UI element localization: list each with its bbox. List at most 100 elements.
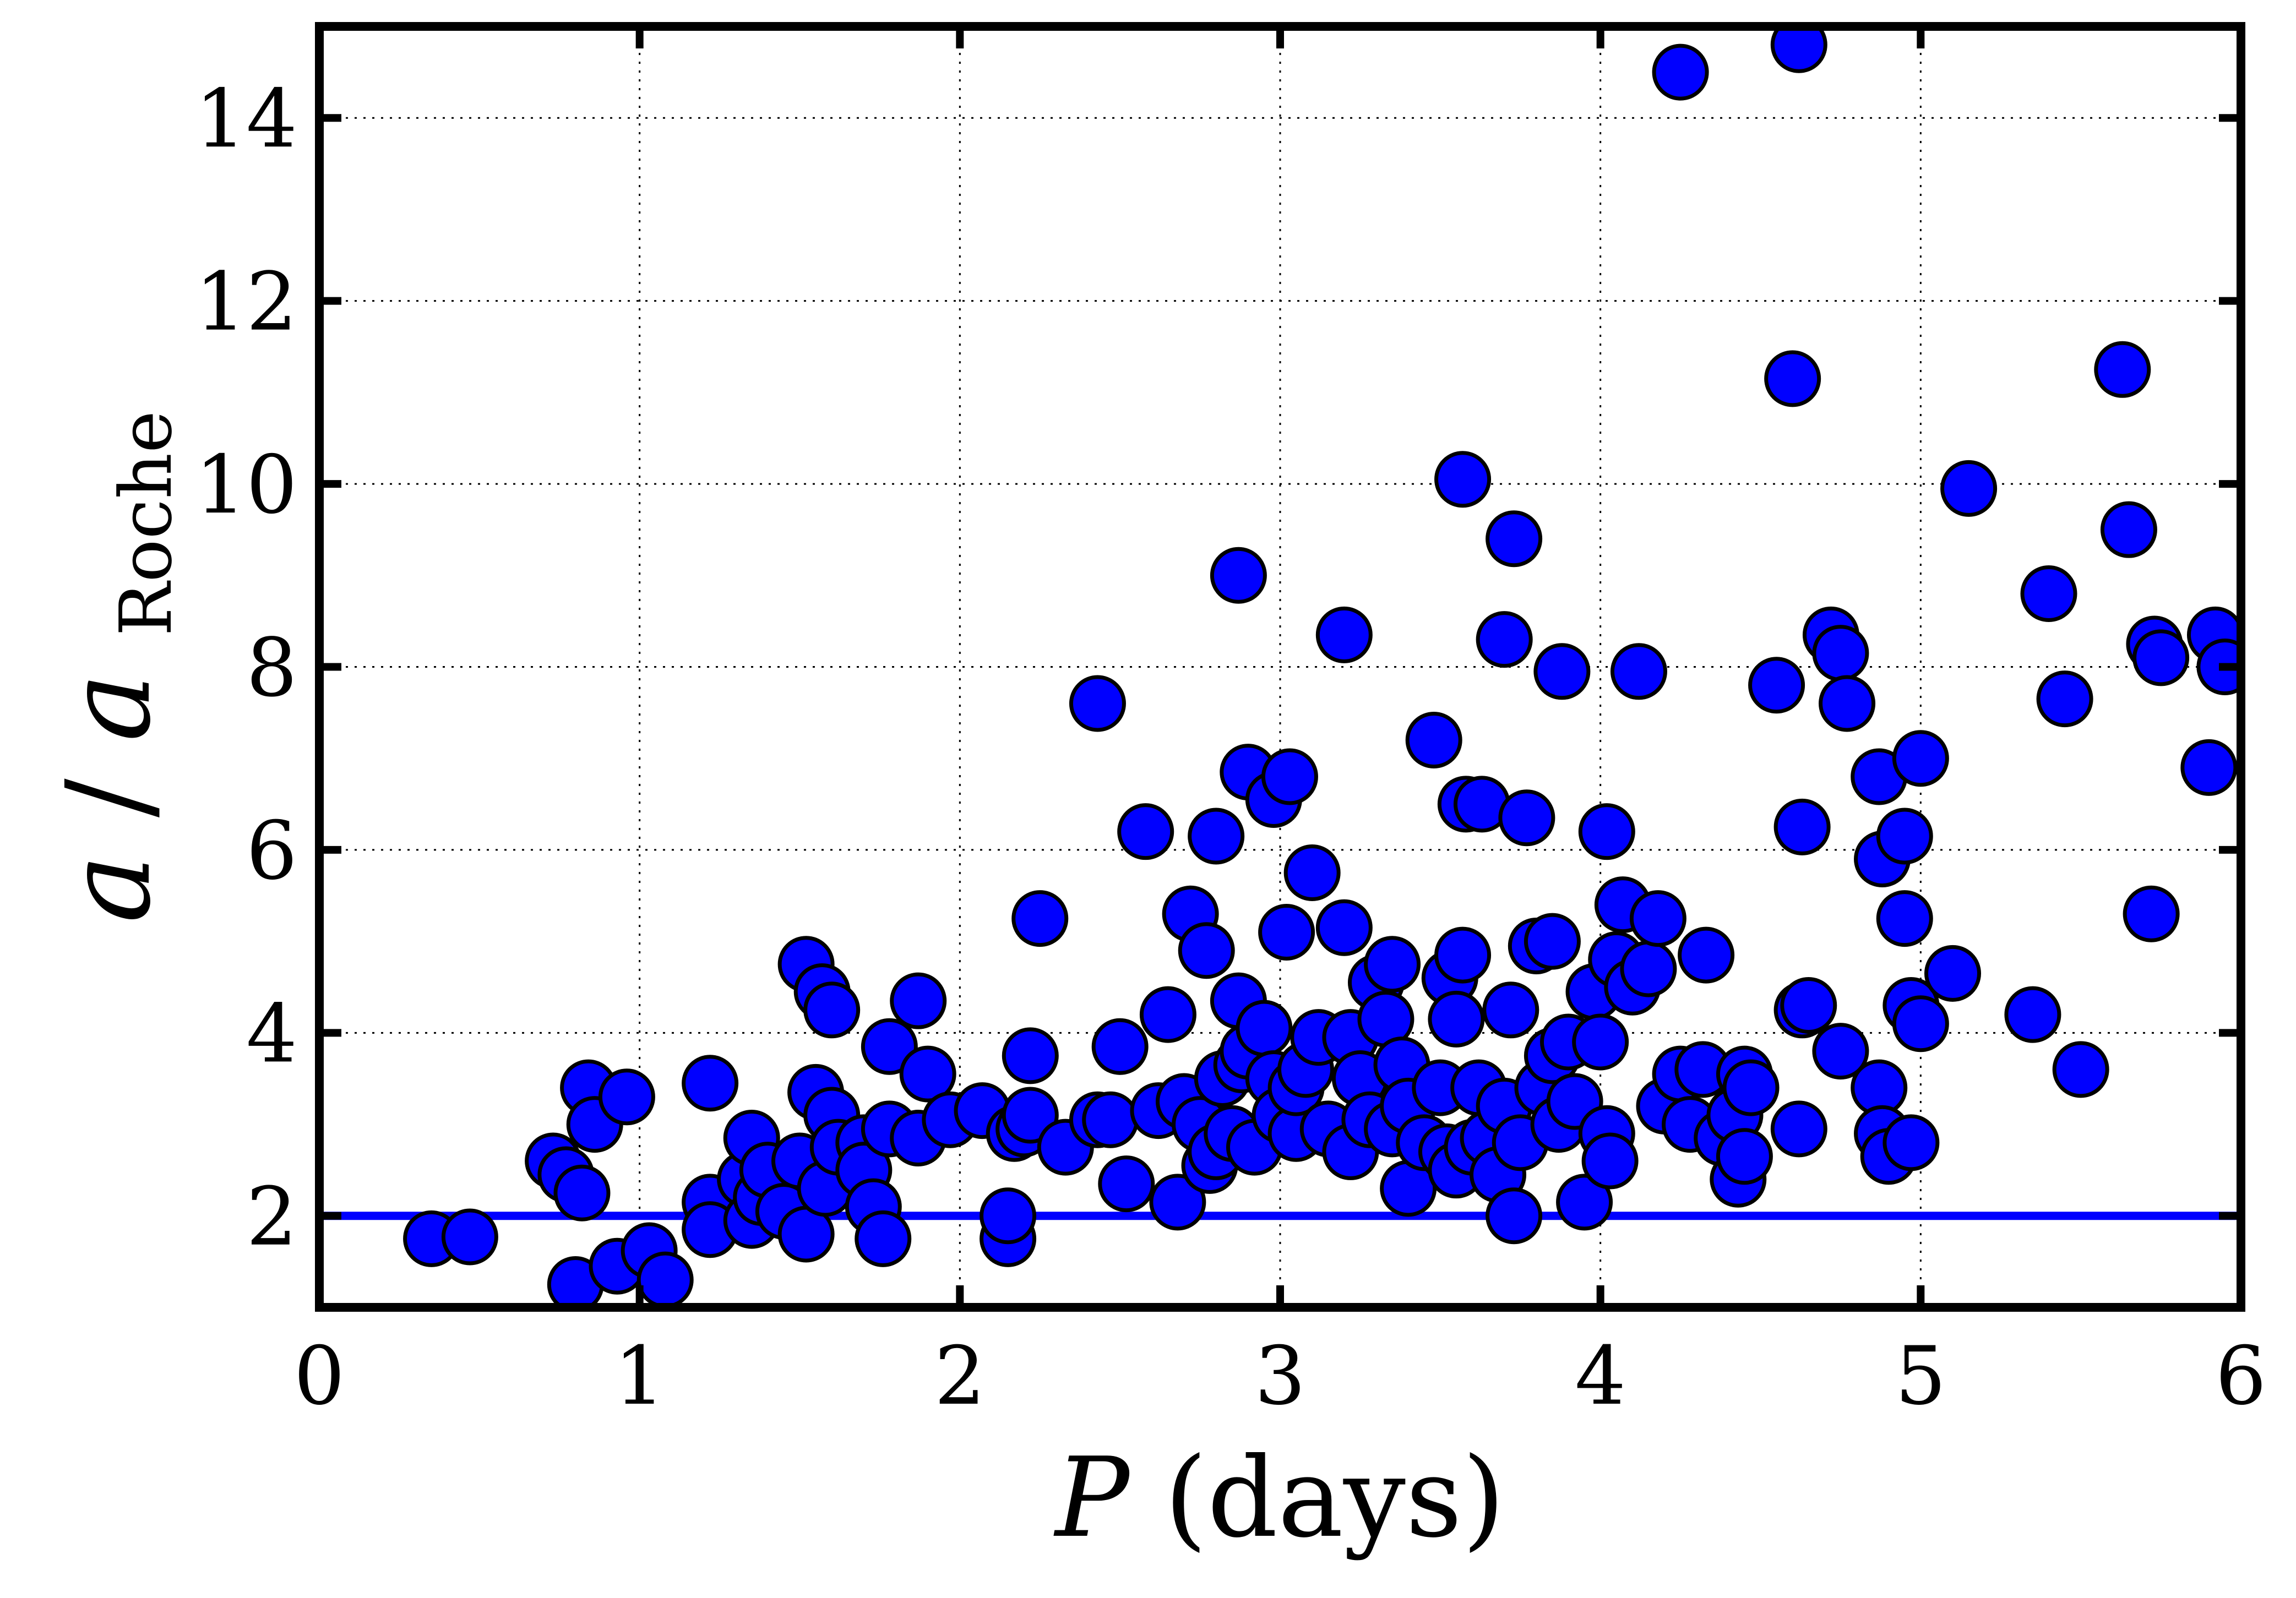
data-point <box>1149 1174 1206 1231</box>
data-point <box>441 1208 498 1266</box>
data-point <box>598 1068 655 1126</box>
y-axis-label: a / a Roche <box>41 411 188 923</box>
data-point <box>1882 1114 1940 1171</box>
data-point <box>1011 890 1069 947</box>
x-tick-label: 0 <box>294 1329 345 1423</box>
y-tick-label: 6 <box>246 804 297 898</box>
data-point <box>1098 1155 1155 1213</box>
data-point <box>553 1164 611 1221</box>
data-points <box>403 26 2241 1307</box>
data-point <box>682 1055 739 1112</box>
data-point <box>1716 1128 1773 1185</box>
data-point <box>1773 798 1831 855</box>
data-point <box>1283 844 1341 901</box>
data-point <box>2094 341 2151 398</box>
x-tick-label: 3 <box>1255 1329 1306 1423</box>
data-point <box>2180 739 2238 796</box>
data-point <box>1876 890 1933 947</box>
data-point <box>2020 565 2077 623</box>
data-point <box>1764 350 1821 407</box>
data-point <box>636 1251 694 1307</box>
data-point <box>980 1187 1037 1245</box>
data-point <box>1812 625 1869 682</box>
data-point <box>1261 748 1318 805</box>
data-point <box>1780 977 1837 1034</box>
data-point <box>899 1045 956 1103</box>
x-tick-label: 4 <box>1575 1329 1626 1423</box>
x-axis-label-symbol: P <box>1053 1434 1131 1562</box>
data-point <box>890 972 947 1029</box>
y-tick-labels: 2 4 6 8 10 12 14 <box>195 72 297 1264</box>
y-axis-label-numerator: a <box>41 854 176 923</box>
data-point <box>1405 711 1462 768</box>
data-point <box>1940 460 1998 517</box>
data-point <box>1315 606 1373 663</box>
data-point <box>1178 922 1235 979</box>
y-tick-label: 10 <box>195 438 297 532</box>
data-point <box>1069 675 1126 732</box>
data-point <box>1117 803 1174 860</box>
data-point <box>1572 1013 1629 1071</box>
y-tick-label: 8 <box>246 621 297 715</box>
data-point <box>1876 808 1933 865</box>
y-axis-label-subscript: Roche <box>104 411 188 636</box>
data-point <box>1091 1018 1149 1075</box>
data-point <box>803 981 861 1039</box>
data-point <box>1188 808 1245 865</box>
data-point <box>1892 995 1949 1052</box>
y-tick-label: 2 <box>246 1170 297 1264</box>
data-point <box>1434 451 1492 508</box>
data-point <box>1002 1027 1059 1084</box>
data-point <box>1722 1059 1780 1116</box>
y-axis-label-slash: / <box>41 778 176 817</box>
data-point <box>2004 986 2061 1043</box>
data-point <box>1533 643 1591 700</box>
tick-marks <box>315 26 2245 1307</box>
data-point <box>1482 981 1539 1039</box>
data-point <box>1210 547 1267 604</box>
data-point <box>1610 643 1667 700</box>
data-point <box>1428 990 1485 1048</box>
data-point <box>1315 899 1373 956</box>
data-point <box>1002 1087 1059 1144</box>
x-tick-labels: 0 1 2 3 4 5 6 <box>294 1329 2267 1423</box>
data-point <box>1629 890 1686 947</box>
data-point <box>1924 945 1981 1002</box>
data-point <box>1236 1000 1293 1057</box>
data-point <box>1498 789 1555 847</box>
data-point <box>1748 657 1805 714</box>
data-point <box>1812 1023 1869 1080</box>
data-point <box>1486 510 1543 568</box>
data-point <box>1476 611 1533 668</box>
data-point <box>2123 885 2180 942</box>
y-axis-label-denominator: a <box>41 673 176 741</box>
data-point <box>861 1018 918 1075</box>
y-tick-label: 14 <box>195 72 297 166</box>
data-point <box>1892 730 1949 787</box>
y-tick-label: 12 <box>195 255 297 349</box>
data-point <box>1082 1091 1139 1148</box>
x-tick-label: 2 <box>934 1329 986 1423</box>
data-point <box>1620 940 1677 997</box>
data-point <box>1578 803 1635 860</box>
data-point <box>1434 926 1492 984</box>
data-point <box>1819 675 1876 732</box>
data-point <box>1556 1174 1613 1231</box>
x-tick-label: 1 <box>614 1329 665 1423</box>
data-point <box>2100 501 2157 558</box>
data-point <box>1524 913 1581 970</box>
data-point <box>2132 629 2190 686</box>
data-point <box>2036 670 2093 728</box>
x-axis-label-unit: (days) <box>1165 1434 1505 1562</box>
data-point <box>1258 904 1315 961</box>
data-point <box>1364 936 1421 993</box>
data-point <box>1581 1132 1639 1190</box>
data-point <box>1770 26 1827 73</box>
data-point <box>1139 986 1196 1043</box>
x-tick-label: 5 <box>1895 1329 1946 1423</box>
data-point <box>2052 1041 2109 1098</box>
data-point <box>1652 43 1709 101</box>
data-point <box>1678 926 1735 984</box>
y-tick-label: 4 <box>246 987 297 1081</box>
